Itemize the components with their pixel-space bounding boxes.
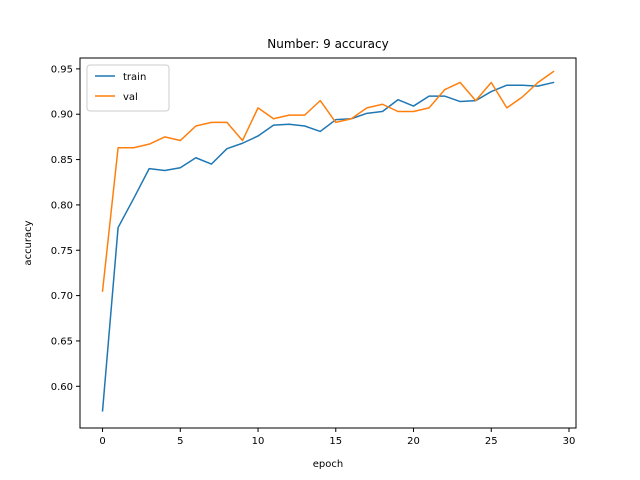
y-tick-label: 0.90 [51, 110, 73, 121]
y-tick-label: 0.95 [51, 64, 73, 75]
x-tick-label: 25 [485, 436, 498, 447]
legend-label-train: train [123, 72, 146, 83]
y-axis-label: accuracy [23, 220, 34, 265]
y-axis-ticks: 0.60 0.65 0.70 0.75 0.80 0.85 0.90 0.95 [51, 64, 80, 393]
series-line-train [101, 81, 555, 412]
y-tick-label: 0.85 [51, 155, 73, 166]
x-tick-label: 20 [407, 436, 420, 447]
y-tick-label: 0.80 [51, 200, 73, 211]
legend-label-val: val [123, 92, 138, 103]
chart-title: Number: 9 accuracy [267, 37, 388, 51]
x-tick-label: 30 [563, 436, 576, 447]
series-line-val [101, 70, 555, 292]
legend: train val [86, 64, 170, 112]
x-tick-label: 10 [252, 436, 265, 447]
x-axis-label: epoch [313, 459, 343, 470]
series-layer [101, 70, 555, 412]
y-tick-label: 0.70 [51, 291, 73, 302]
x-axis-ticks: 0 5 10 15 20 25 30 [99, 428, 575, 447]
x-tick-label: 5 [177, 436, 183, 447]
plot-frame [79, 57, 577, 429]
x-tick-label: 0 [99, 436, 105, 447]
y-tick-label: 0.65 [51, 336, 73, 347]
y-tick-label: 0.60 [51, 382, 73, 393]
y-tick-label: 0.75 [51, 246, 73, 257]
x-tick-label: 15 [329, 436, 342, 447]
